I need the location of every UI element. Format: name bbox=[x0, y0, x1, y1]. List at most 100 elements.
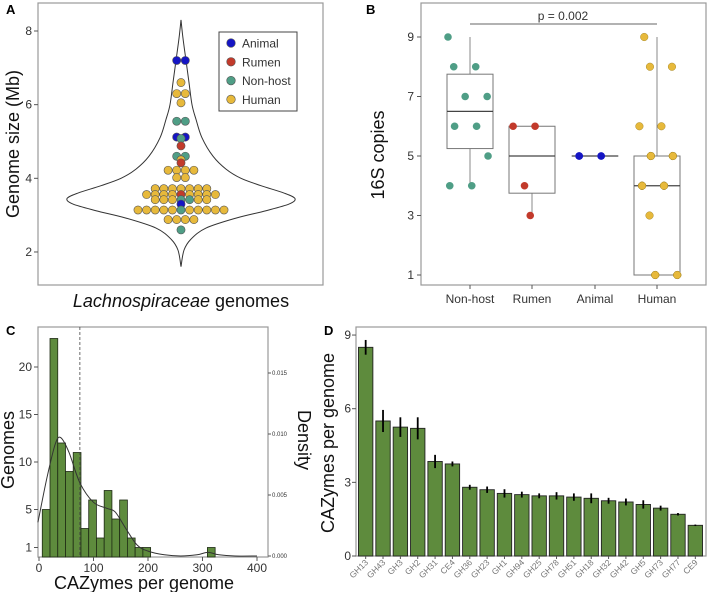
data-point-rumen bbox=[509, 122, 517, 131]
data-point-non-host bbox=[471, 62, 480, 71]
data-point-human bbox=[172, 173, 182, 182]
data-point-rumen bbox=[176, 141, 186, 151]
x-tick-label: Non-host bbox=[446, 292, 495, 306]
legend-marker bbox=[226, 57, 236, 67]
histogram-bar bbox=[57, 442, 66, 558]
x-tick-label: GH23 bbox=[469, 557, 492, 580]
y-tick-label: 6 bbox=[25, 98, 32, 112]
bar-gh5 bbox=[635, 503, 651, 557]
data-point-human bbox=[172, 165, 182, 175]
data-point-human bbox=[172, 215, 182, 224]
x-tick-label: GH36 bbox=[451, 557, 474, 580]
panel-b-frame bbox=[420, 2, 707, 286]
data-point-non-host bbox=[461, 92, 469, 101]
data-point-human bbox=[163, 165, 173, 175]
bar-gh18 bbox=[583, 497, 599, 557]
data-point-non-host bbox=[180, 116, 190, 126]
legend-label: Non-host bbox=[242, 74, 291, 88]
histogram-bar bbox=[111, 518, 121, 558]
y-tick-label: 1 bbox=[407, 268, 414, 282]
data-point-non-host bbox=[176, 134, 186, 143]
legend-label: Human bbox=[242, 93, 281, 107]
data-point-non-host bbox=[472, 122, 481, 131]
data-point-human bbox=[189, 165, 199, 175]
panel-d-letter: D bbox=[324, 323, 333, 338]
data-point-non-host bbox=[172, 116, 182, 126]
x-tick-label: GH25 bbox=[521, 557, 544, 580]
panel-a-letter: A bbox=[6, 2, 16, 17]
x-tick-label: 100 bbox=[83, 561, 103, 575]
histogram-bar bbox=[103, 490, 113, 558]
data-point-human bbox=[645, 62, 655, 71]
y-tick-label: 8 bbox=[25, 24, 32, 38]
panel-a-frame bbox=[37, 2, 324, 286]
panel-a-ylabel: Genome size (Mb) bbox=[3, 70, 23, 218]
bar-gh77 bbox=[670, 513, 686, 557]
data-point-non-host bbox=[176, 225, 186, 235]
x-tick-label: GH3 bbox=[385, 557, 405, 577]
y-tick-label: 3 bbox=[407, 209, 414, 223]
x-tick-label: GH18 bbox=[573, 557, 596, 580]
data-point-human bbox=[210, 205, 220, 215]
data-point-human bbox=[180, 89, 190, 99]
data-point-human bbox=[142, 205, 151, 215]
y-tick-label: 5 bbox=[25, 503, 32, 517]
box bbox=[633, 155, 681, 276]
panel-a-xlabel-italic: Lachnospiraceae bbox=[73, 291, 210, 311]
legend-label: Animal bbox=[242, 37, 279, 51]
data-point-non-host bbox=[449, 62, 458, 71]
y-tick-label: 0 bbox=[344, 549, 351, 563]
bar-ce9 bbox=[687, 524, 703, 557]
data-point-human bbox=[219, 205, 229, 215]
legend-marker bbox=[226, 94, 236, 104]
data-point-non-host bbox=[445, 181, 454, 190]
data-point-animal bbox=[575, 152, 583, 160]
x-tick-label: GH43 bbox=[365, 557, 388, 580]
data-point-human bbox=[180, 215, 190, 224]
density-curve bbox=[37, 436, 258, 557]
panel-b-ylabel: 16S copies bbox=[368, 110, 388, 199]
data-point-human bbox=[133, 205, 143, 215]
y-tick-label: 20 bbox=[19, 360, 33, 374]
histogram-bar bbox=[88, 499, 97, 558]
bar-gh13 bbox=[358, 346, 374, 557]
data-point-human bbox=[142, 190, 151, 199]
data-point-human bbox=[167, 205, 177, 215]
bar-gh23 bbox=[479, 489, 495, 557]
data-point-human bbox=[176, 98, 186, 108]
data-point-human bbox=[159, 195, 169, 205]
bar-gh36 bbox=[462, 486, 478, 557]
panel-d: D CAZymes per genome 0369GH13GH43GH3GH2G… bbox=[318, 323, 707, 580]
y-tick-label: 4 bbox=[25, 171, 32, 185]
bar-gh25 bbox=[531, 495, 547, 557]
bar-gh32 bbox=[600, 500, 617, 557]
panel-a: A Genome size (Mb) Lachnospiraceae genom… bbox=[3, 2, 324, 311]
y-tick-label: 7 bbox=[407, 90, 414, 104]
y2-tick-label: 0.005 bbox=[272, 493, 288, 499]
histogram-bar bbox=[80, 528, 90, 558]
data-point-human bbox=[180, 165, 190, 175]
bar-gh43 bbox=[375, 420, 391, 557]
y-tick-label: 10 bbox=[19, 455, 33, 469]
y-tick-label: 15 bbox=[19, 408, 33, 422]
data-point-human bbox=[668, 151, 677, 161]
histogram-bar bbox=[96, 537, 105, 558]
data-point-human bbox=[150, 195, 160, 205]
data-point-human bbox=[189, 215, 199, 224]
data-point-human bbox=[640, 32, 649, 42]
x-tick-label: GH77 bbox=[660, 557, 683, 580]
y-tick-label: 2 bbox=[25, 245, 32, 259]
data-point-human bbox=[163, 215, 173, 224]
data-point-human bbox=[646, 151, 655, 161]
panel-c-letter: C bbox=[6, 323, 16, 338]
panel-d-ylabel: CAZymes per genome bbox=[318, 353, 338, 533]
data-point-rumen bbox=[176, 158, 186, 168]
bar-gh2 bbox=[410, 427, 426, 557]
y2-tick-label: 0.000 bbox=[272, 554, 288, 560]
panel-b: B 16S copies 1 3 5 7 9 Non-host Rumen Animal Hum… bbox=[366, 2, 707, 306]
data-point-human bbox=[645, 211, 654, 220]
bar-ce4 bbox=[444, 463, 461, 557]
x-tick-label: Animal bbox=[577, 292, 614, 306]
x-tick-label: 0 bbox=[36, 561, 43, 575]
